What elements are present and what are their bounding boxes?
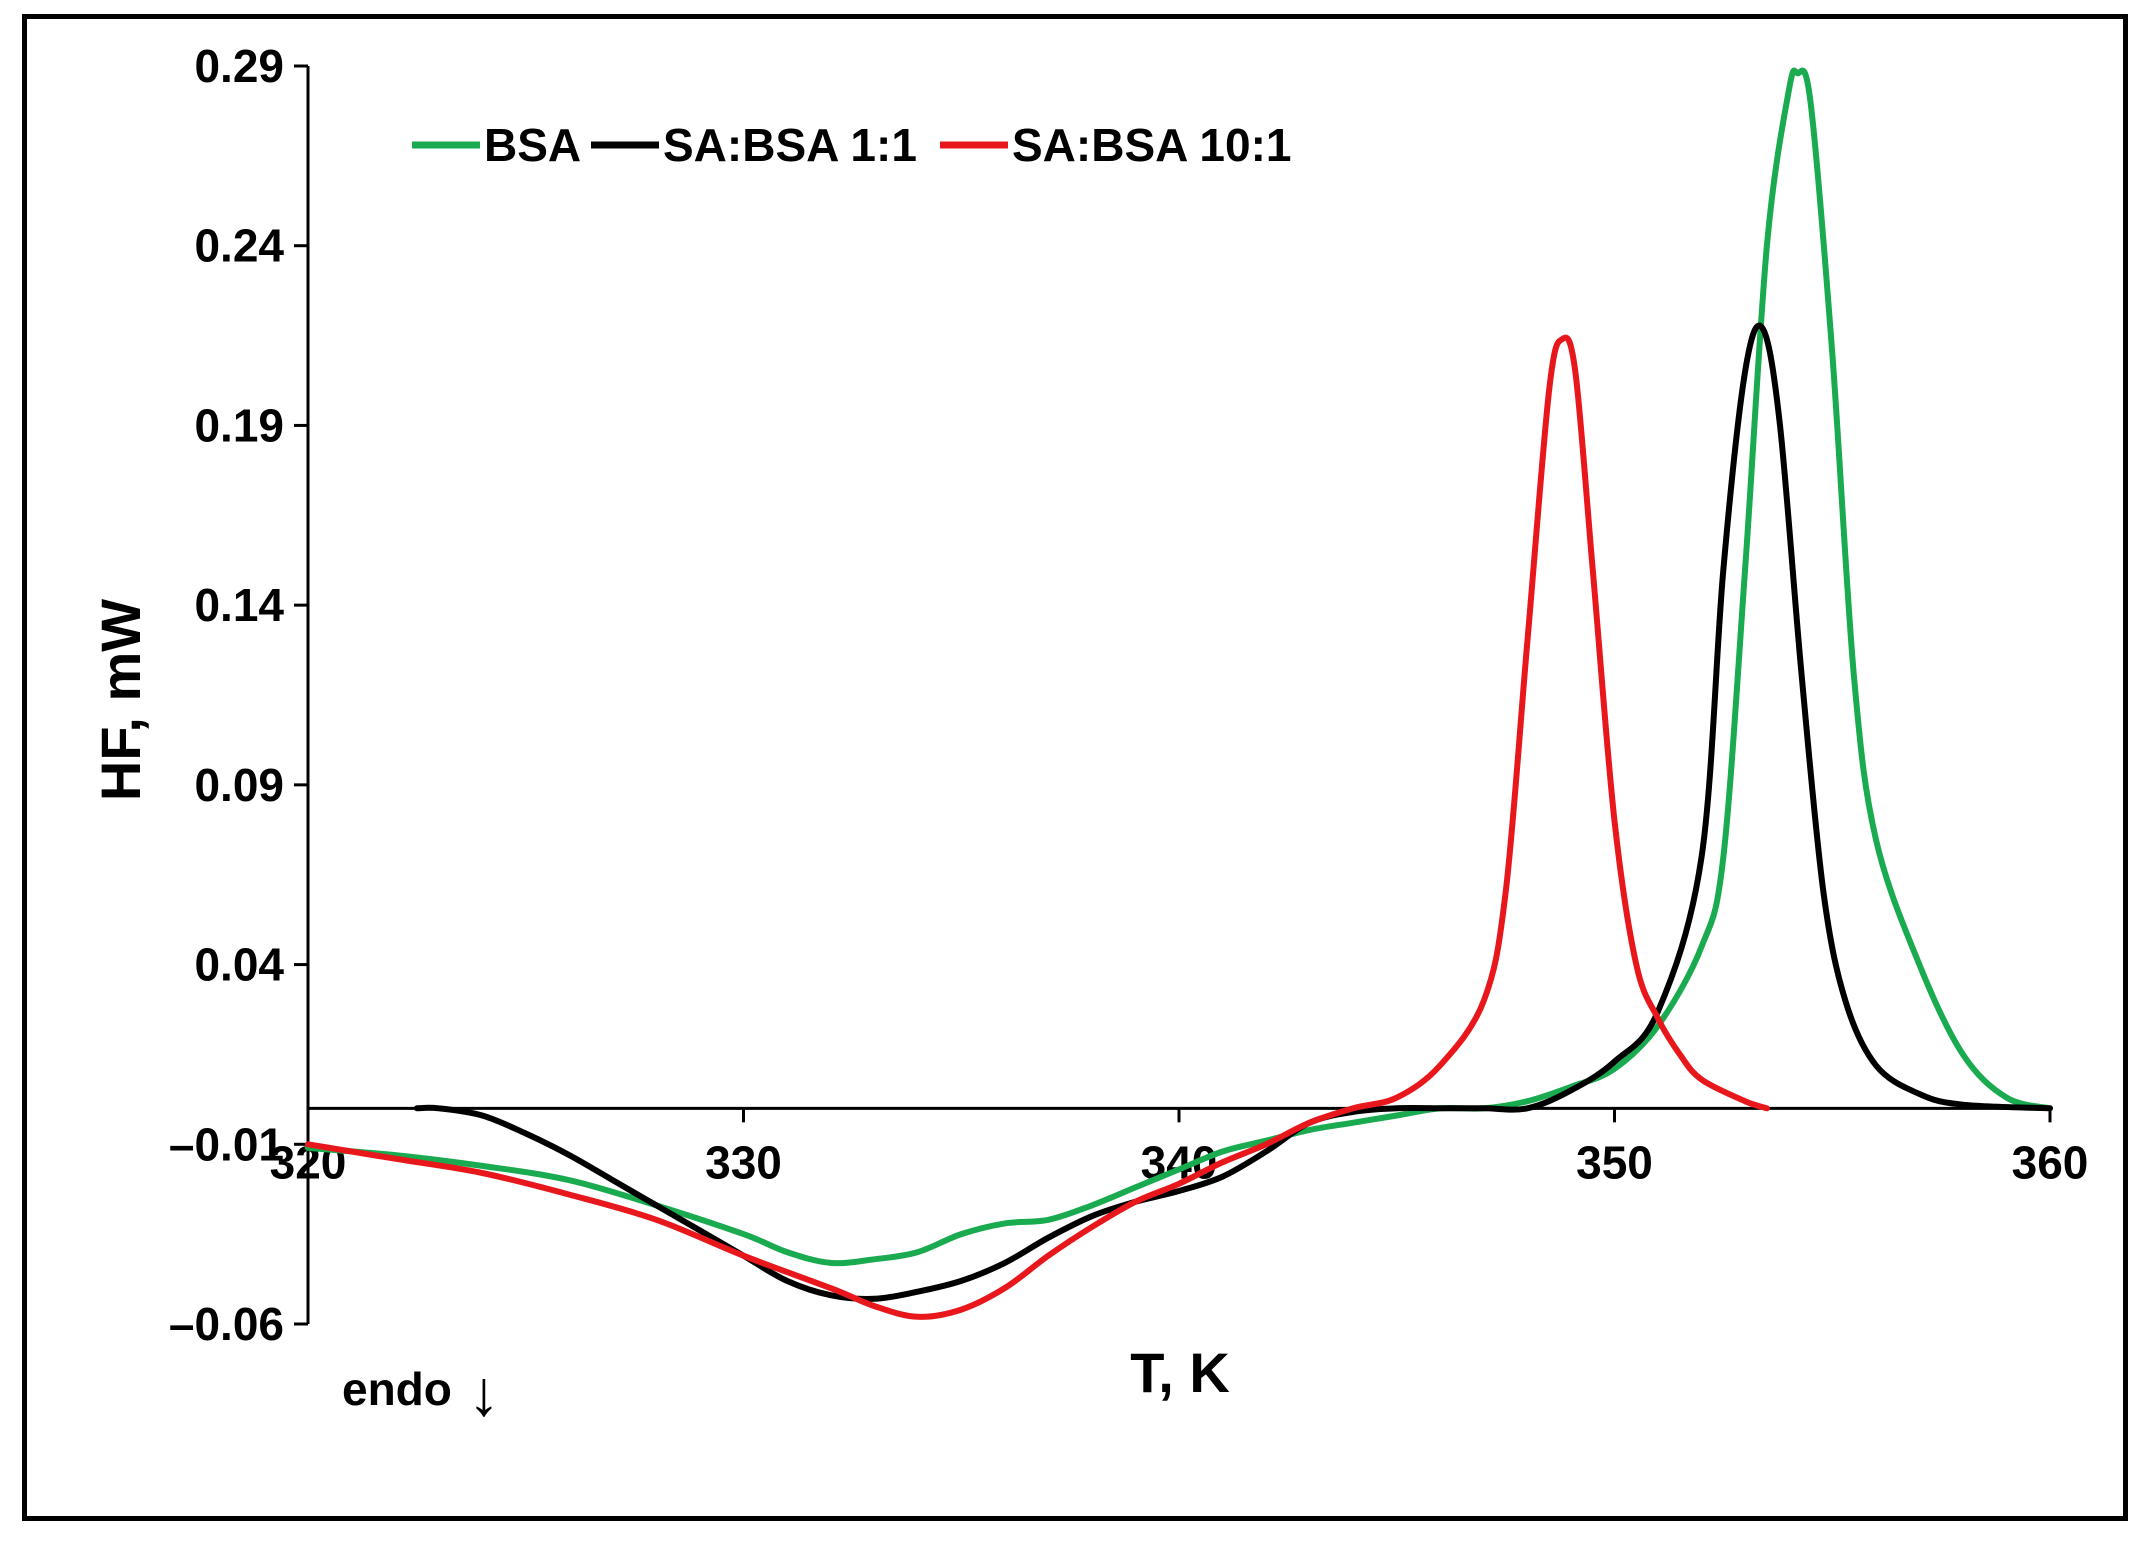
- y-tick-label: 0.04: [194, 939, 284, 991]
- series-group: [305, 67, 2053, 1320]
- y-tick-label: 0.29: [194, 40, 284, 92]
- x-tick-label: 360: [2012, 1136, 2089, 1188]
- y-tick-label: 0.24: [194, 220, 284, 272]
- legend-label: SA:BSA 10:1: [1012, 119, 1291, 171]
- legend-label: BSA: [484, 119, 581, 171]
- series-line-sa-bsa-1-1: [413, 322, 2053, 1302]
- y-tick-label: 0.19: [194, 399, 284, 451]
- x-ticks: 320 330 340 350 360: [270, 1108, 2089, 1188]
- x-axis-title: T, K: [1130, 1341, 1230, 1404]
- legend: BSA SA:BSA 1:1 SA:BSA 10:1: [412, 119, 1291, 171]
- legend-label: SA:BSA 1:1: [663, 119, 917, 171]
- y-tick-label: 0.09: [194, 759, 284, 811]
- y-tick-label: –0.06: [169, 1298, 284, 1350]
- series-line-bsa: [305, 67, 2053, 1267]
- endo-annotation: endo: [342, 1363, 452, 1415]
- chart-frame: [22, 14, 2128, 1521]
- x-tick-label: 350: [1576, 1136, 1653, 1188]
- endo-arrow-icon: ↓: [468, 1357, 500, 1429]
- y-tick-label: 0.14: [194, 579, 284, 631]
- x-tick-label: 330: [705, 1136, 782, 1188]
- y-axis-title: HF, mW: [89, 599, 152, 801]
- series-line-sa-bsa-10-1: [305, 334, 1770, 1320]
- y-tick-label: –0.01: [169, 1118, 284, 1170]
- y-ticks: 0.29 0.24 0.19 0.14 0.09 0.04 –0.01 –0.06: [169, 40, 308, 1350]
